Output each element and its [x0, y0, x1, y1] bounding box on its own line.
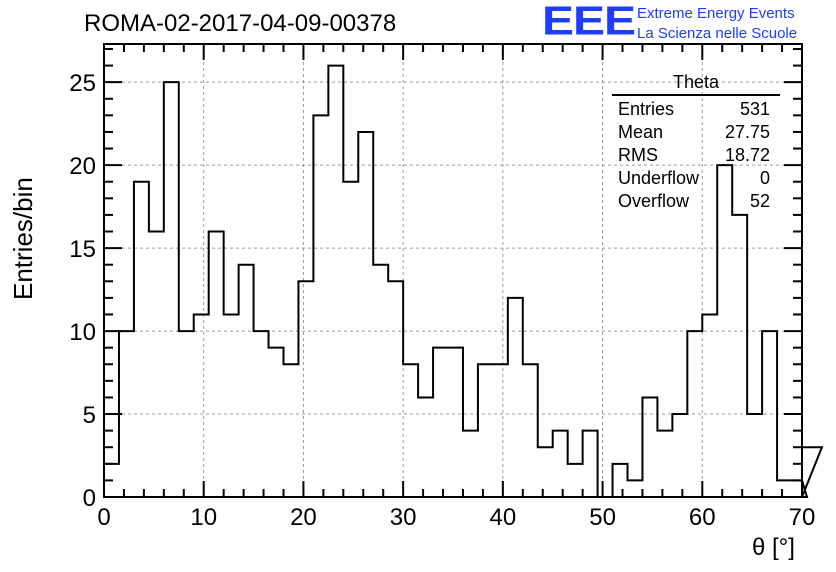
logo-caption-line-2: La Scienza nelle Scuole	[637, 25, 798, 42]
x-tick-label: 30	[390, 504, 417, 531]
stats-value: 0	[759, 168, 770, 188]
stats-label: Mean	[618, 122, 664, 142]
y-tick-label: 25	[69, 70, 96, 97]
stats-row-overflow: Overflow 52	[612, 190, 780, 213]
stats-box: Theta Entries 531 Mean 27.75 RMS 18.72 Unde…	[612, 72, 780, 213]
x-axis-label: θ [°]	[752, 534, 795, 561]
tick-labels: 0 10 20 30 40 50 60 70 0 5 10 15 20 25	[69, 70, 815, 531]
stats-row-mean: Mean 27.75	[612, 121, 780, 144]
x-tick-label: 50	[589, 504, 616, 531]
y-tick-label: 15	[69, 236, 96, 263]
stats-value: 531	[739, 99, 770, 119]
y-tick-label: 0	[83, 485, 96, 512]
x-tick-label: 60	[689, 504, 716, 531]
y-tick-label: 5	[83, 402, 96, 429]
stats-label: Entries	[618, 99, 675, 119]
x-tick-label: 10	[190, 504, 217, 531]
x-tick-label: 70	[789, 504, 816, 531]
stats-value: 18.72	[724, 145, 770, 165]
histogram-line	[103, 64, 824, 498]
stats-row-entries: Entries 531	[612, 98, 780, 121]
stats-title: Theta	[612, 72, 780, 96]
axis-ticks	[103, 44, 803, 498]
eee-logo: EEE	[542, 0, 636, 44]
x-tick-label: 40	[490, 504, 517, 531]
stats-label: Underflow	[618, 168, 700, 188]
y-tick-label: 10	[69, 319, 96, 346]
chart-title: ROMA-02-2017-04-09-00378	[84, 10, 397, 37]
y-tick-label: 20	[69, 153, 96, 180]
plot-frame	[103, 43, 803, 498]
y-axis-label: Entries/bin	[8, 177, 38, 300]
stats-value: 52	[749, 191, 770, 211]
stats-value: 27.75	[724, 122, 770, 142]
logo-caption-line-1: Extreme Energy Events	[637, 5, 795, 22]
logo-caption: Extreme Energy Events La Scienza nelle S…	[637, 4, 797, 44]
stats-label: RMS	[618, 145, 658, 165]
x-tick-label: 20	[290, 504, 317, 531]
stats-label: Overflow	[618, 191, 690, 211]
stats-row-underflow: Underflow 0	[612, 167, 780, 190]
x-tick-label: 0	[97, 504, 110, 531]
stats-row-rms: RMS 18.72	[612, 144, 780, 167]
grid-lines	[104, 44, 802, 497]
